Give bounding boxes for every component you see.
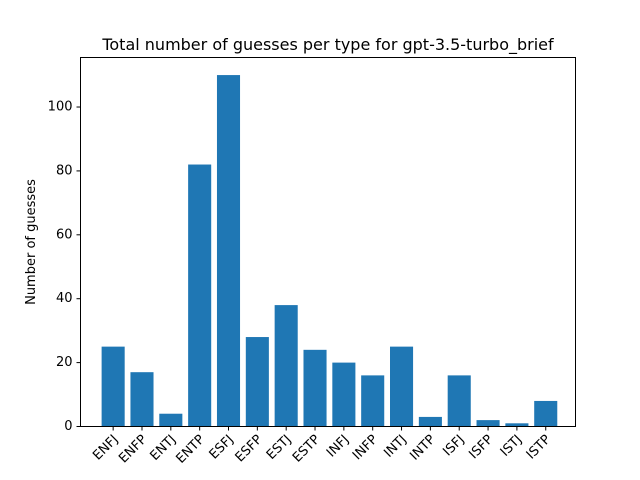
y-tick-label-60: 60	[56, 227, 73, 242]
x-tick-label-istj: ISTJ	[498, 432, 525, 459]
bars-layer	[101, 75, 558, 427]
y-axis: 0 20 40 60 80 100	[48, 100, 81, 434]
y-tick-label-0: 0	[64, 419, 72, 434]
y-tick-label-40: 40	[56, 291, 73, 306]
y-tick-label-20: 20	[56, 355, 73, 370]
bar-infp	[361, 375, 385, 427]
x-tick-label-esfp: ESFP	[233, 432, 266, 465]
bar-entj	[159, 413, 183, 427]
bar-intp	[418, 416, 442, 427]
x-tick-label-estj: ESTJ	[264, 432, 295, 463]
bar-estp	[303, 349, 327, 427]
bar-enfj	[101, 346, 125, 427]
bar-isfp	[476, 420, 500, 427]
x-tick-label-infj: INFJ	[324, 432, 352, 460]
bar-esfj	[216, 75, 241, 427]
bar-istp	[534, 400, 558, 427]
bar-enfp	[130, 372, 154, 427]
x-tick-label-intp: INTP	[407, 432, 438, 463]
bar-istj	[505, 423, 529, 427]
plot-frame	[80, 57, 576, 427]
x-tick-label-entp: ENTP	[174, 432, 209, 467]
bar-esfp	[245, 337, 269, 427]
x-tick-label-infp: INFP	[350, 432, 381, 463]
bar-intj	[390, 346, 414, 427]
x-tick-label-estp: ESTP	[290, 432, 324, 466]
x-tick-label-istp: ISTP	[524, 432, 554, 462]
x-tick-label-entj: ENTJ	[148, 432, 180, 464]
bar-infj	[332, 362, 356, 427]
x-tick-label-isfj: ISFJ	[440, 432, 467, 459]
x-tick-label-intj: INTJ	[381, 432, 410, 461]
bar-estj	[274, 305, 298, 427]
x-tick-label-esfj: ESFJ	[207, 432, 237, 462]
y-tick-label-80: 80	[56, 163, 73, 178]
chart-title: Total number of guesses per type for gpt…	[101, 35, 554, 55]
x-tick-label-enfp: ENFP	[116, 432, 150, 466]
x-tick-label-enfj: ENFJ	[90, 432, 121, 463]
y-axis-label: Number of guesses	[24, 179, 39, 305]
bar-isfj	[447, 375, 471, 427]
x-tick-label-isfp: ISFP	[466, 432, 496, 462]
y-tick-label-100: 100	[48, 100, 73, 115]
bar-entp	[188, 164, 212, 427]
